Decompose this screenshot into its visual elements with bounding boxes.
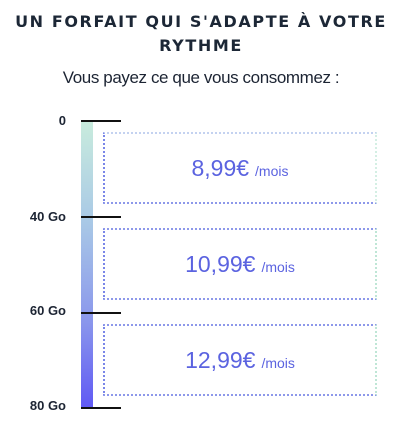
tier-price-1: 8,99€ /mois [191, 155, 288, 182]
tier-card-3[interactable]: 12,99€ /mois [103, 324, 377, 396]
tier-price-unit: /mois [261, 354, 295, 371]
tier-price-2: 10,99€ /mois [185, 251, 295, 278]
tier-price-amount: 10,99€ [185, 250, 256, 277]
data-usage-gauge [81, 120, 93, 409]
scale-tick-60 [81, 312, 121, 314]
scale-tick-40 [81, 216, 121, 218]
tier-price-amount: 12,99€ [185, 346, 256, 373]
tier-price-unit: /mois [261, 258, 295, 275]
page-title-line-2: RYTHME [159, 36, 243, 55]
tier-card-2[interactable]: 10,99€ /mois [103, 228, 377, 300]
page-title: UN FORFAIT QUI S'ADAPTE À VOTRE RYTHME [0, 10, 402, 58]
scale-label-40: 40 Go [29, 209, 66, 224]
scale-tick-80 [81, 407, 121, 409]
tier-price-3: 12,99€ /mois [185, 347, 295, 374]
page-title-line-1: UN FORFAIT QUI S'ADAPTE À VOTRE [15, 12, 387, 31]
tier-card-1[interactable]: 8,99€ /mois [103, 132, 377, 204]
scale-label-80: 80 Go [29, 398, 66, 413]
tier-price-amount: 8,99€ [191, 154, 250, 181]
tier-price-unit: /mois [255, 162, 289, 179]
scale-tick-0 [81, 120, 121, 122]
scale-label-0: 0 [58, 113, 66, 128]
scale-label-60: 60 Go [29, 303, 66, 318]
page-subtitle: Vous payez ce que vous consommez : [62, 68, 340, 87]
